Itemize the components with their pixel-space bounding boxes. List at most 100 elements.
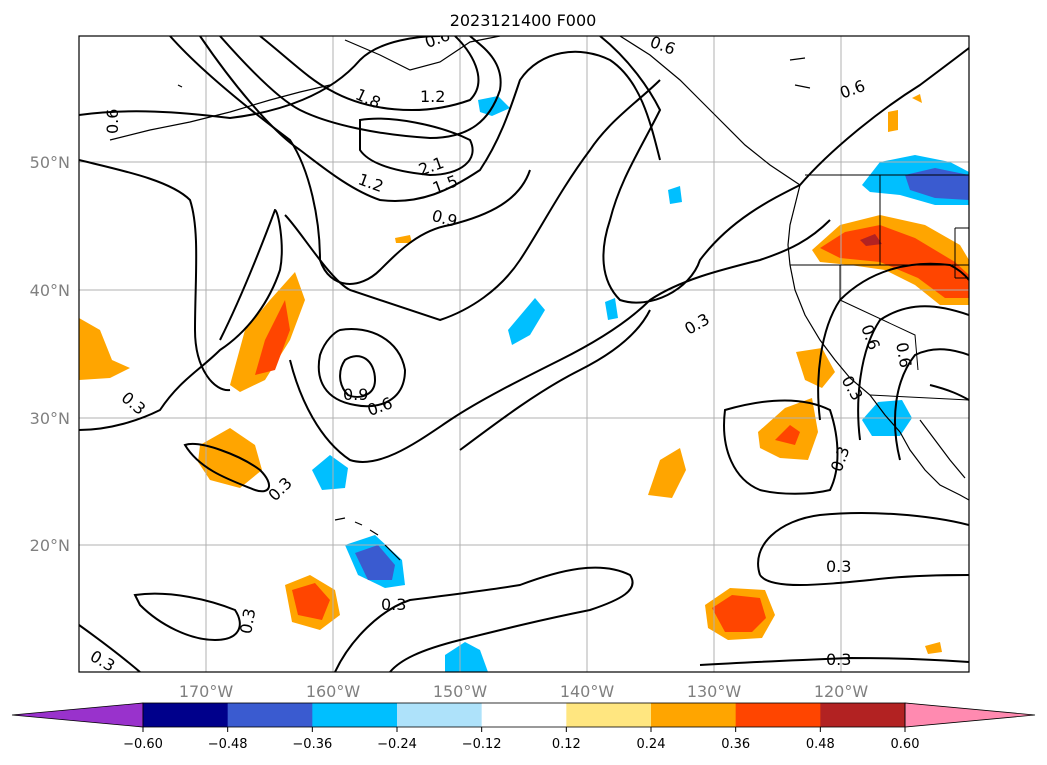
anomaly-patch bbox=[912, 94, 922, 103]
colorbar-tick-label: 0.60 bbox=[891, 737, 920, 752]
colorbar-segment bbox=[227, 703, 313, 727]
colorbar-tick-label: 0.24 bbox=[637, 737, 666, 752]
contour-line bbox=[857, 305, 969, 441]
coastline-gulf-california bbox=[919, 419, 966, 479]
contour-line bbox=[284, 79, 661, 322]
anomaly-patch bbox=[888, 110, 898, 132]
anomaly-patch bbox=[312, 455, 348, 490]
contour-line bbox=[219, 36, 502, 140]
contour-line bbox=[757, 512, 969, 576]
anomaly-patch bbox=[292, 583, 330, 620]
contour-line bbox=[339, 355, 377, 398]
coastline-aleutians bbox=[109, 84, 331, 141]
colorbar-segment bbox=[566, 703, 652, 727]
colorbar-segment bbox=[312, 703, 398, 727]
contour-label: 0.3 bbox=[381, 595, 406, 614]
contour-line bbox=[79, 159, 231, 392]
contour-line bbox=[334, 566, 634, 672]
contour-line bbox=[183, 443, 270, 493]
contour-line bbox=[79, 624, 141, 672]
anomaly-patch bbox=[775, 425, 800, 445]
contour-line bbox=[169, 36, 531, 285]
anomaly-patch bbox=[445, 642, 488, 672]
lon-label: 130°W bbox=[687, 682, 742, 701]
border-us-mexico bbox=[869, 394, 969, 401]
colorbar-segment bbox=[481, 703, 567, 727]
contour-line bbox=[817, 262, 969, 421]
colorbar-tick-label: 0.48 bbox=[806, 737, 835, 752]
contour-label: 0.9 bbox=[343, 385, 368, 404]
coastline-west-coast bbox=[789, 264, 901, 433]
lat-label: 40°N bbox=[30, 281, 70, 300]
contour-line bbox=[289, 219, 831, 463]
anomaly-patch bbox=[860, 234, 882, 246]
colorbar-tick-label: −0.36 bbox=[292, 737, 332, 752]
figure-title: 2023121400 F000 bbox=[450, 11, 597, 30]
contour-label: 0.3 bbox=[826, 650, 851, 669]
contour-label: 1.2 bbox=[420, 87, 445, 106]
colorbar-extend-max bbox=[904, 702, 1036, 728]
coastlines bbox=[109, 36, 969, 561]
anomaly-patch bbox=[668, 186, 682, 204]
colorbar-segment bbox=[651, 703, 737, 727]
lon-label: 140°W bbox=[560, 682, 615, 701]
lon-label: 170°W bbox=[179, 682, 234, 701]
map-frame bbox=[78, 35, 970, 673]
anomaly-patch bbox=[508, 298, 545, 345]
coastline-hawaii bbox=[334, 517, 401, 561]
lon-label: 160°W bbox=[306, 682, 361, 701]
contour-line bbox=[459, 309, 651, 451]
lat-label: 30°N bbox=[30, 409, 70, 428]
contour-lines bbox=[79, 36, 969, 672]
colorbar-frame bbox=[142, 702, 906, 728]
contour-line bbox=[759, 574, 969, 586]
map-area: 0.6 1.8 1.2 2.1 1.5 1.2 0.9 0.9 0.6 0.3 … bbox=[79, 36, 969, 672]
colorbar-tick-label: −0.48 bbox=[208, 737, 248, 752]
coastline-islands bbox=[177, 57, 811, 89]
contour-line bbox=[699, 656, 969, 666]
contour-label: 0.3 bbox=[236, 607, 259, 635]
colorbar-segment bbox=[397, 703, 483, 727]
colorbar-segment bbox=[735, 703, 821, 727]
contour-label: 0.6 bbox=[892, 341, 915, 369]
anomaly-patch bbox=[255, 300, 290, 375]
border-ca-nv bbox=[839, 265, 919, 371]
anomaly-patch bbox=[230, 272, 305, 392]
anomaly-patch bbox=[395, 235, 412, 243]
anomaly-patch bbox=[648, 448, 686, 498]
colorbar: −0.60 −0.48 −0.36 −0.24 −0.12 0.12 0.24 0.36 0.4… bbox=[11, 702, 1036, 752]
colorbar-segment bbox=[143, 703, 229, 727]
colorbar-tick-label: −0.12 bbox=[462, 737, 502, 752]
contour-line bbox=[79, 36, 441, 120]
colorbar-tick-label: 0.12 bbox=[552, 737, 581, 752]
coastline-bc bbox=[787, 184, 801, 266]
lon-label: 150°W bbox=[433, 682, 488, 701]
contour-line bbox=[259, 36, 480, 112]
anomaly-patch bbox=[79, 318, 130, 380]
colorbar-tick-label: 0.36 bbox=[721, 737, 750, 752]
colorbar-tick-label: −0.24 bbox=[377, 737, 417, 752]
contour-label: 0.3 bbox=[826, 557, 851, 576]
colorbar-extend-min bbox=[11, 702, 144, 728]
anomaly-patch bbox=[355, 545, 395, 580]
coastline-baja bbox=[899, 431, 969, 501]
contour-line bbox=[133, 592, 241, 642]
colorbar-segment bbox=[820, 703, 906, 727]
contour-line bbox=[359, 117, 474, 177]
contour-line bbox=[894, 348, 969, 461]
anomaly-patch bbox=[605, 298, 618, 320]
anomaly-patch bbox=[905, 168, 969, 200]
anomaly-patch bbox=[925, 642, 942, 654]
contour-line bbox=[723, 399, 839, 495]
coastline-alaska-panhandle bbox=[619, 36, 801, 186]
latitude-labels: 50°N 40°N 30°N 20°N bbox=[30, 153, 70, 555]
colorbar-tick-label: −0.60 bbox=[123, 737, 163, 752]
lat-label: 20°N bbox=[30, 536, 70, 555]
contour-line bbox=[599, 36, 969, 304]
contour-label: 0.6 bbox=[103, 109, 122, 134]
contour-line bbox=[317, 328, 407, 408]
longitude-labels: 170°W 160°W 150°W 140°W 130°W 120°W bbox=[179, 682, 869, 701]
lon-label: 120°W bbox=[814, 682, 869, 701]
anomaly-patch bbox=[820, 225, 969, 298]
